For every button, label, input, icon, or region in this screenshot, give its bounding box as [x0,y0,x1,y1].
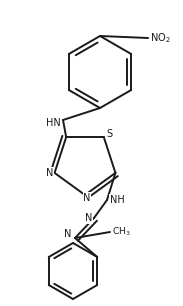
Text: HN: HN [46,118,61,128]
Text: N: N [85,213,92,223]
Text: NO$_2$: NO$_2$ [150,31,171,45]
Text: NH: NH [110,195,125,205]
Text: N: N [46,168,53,178]
Text: N: N [83,193,91,203]
Text: N: N [64,229,71,239]
Text: CH$_3$: CH$_3$ [112,226,131,238]
Text: S: S [107,129,113,139]
